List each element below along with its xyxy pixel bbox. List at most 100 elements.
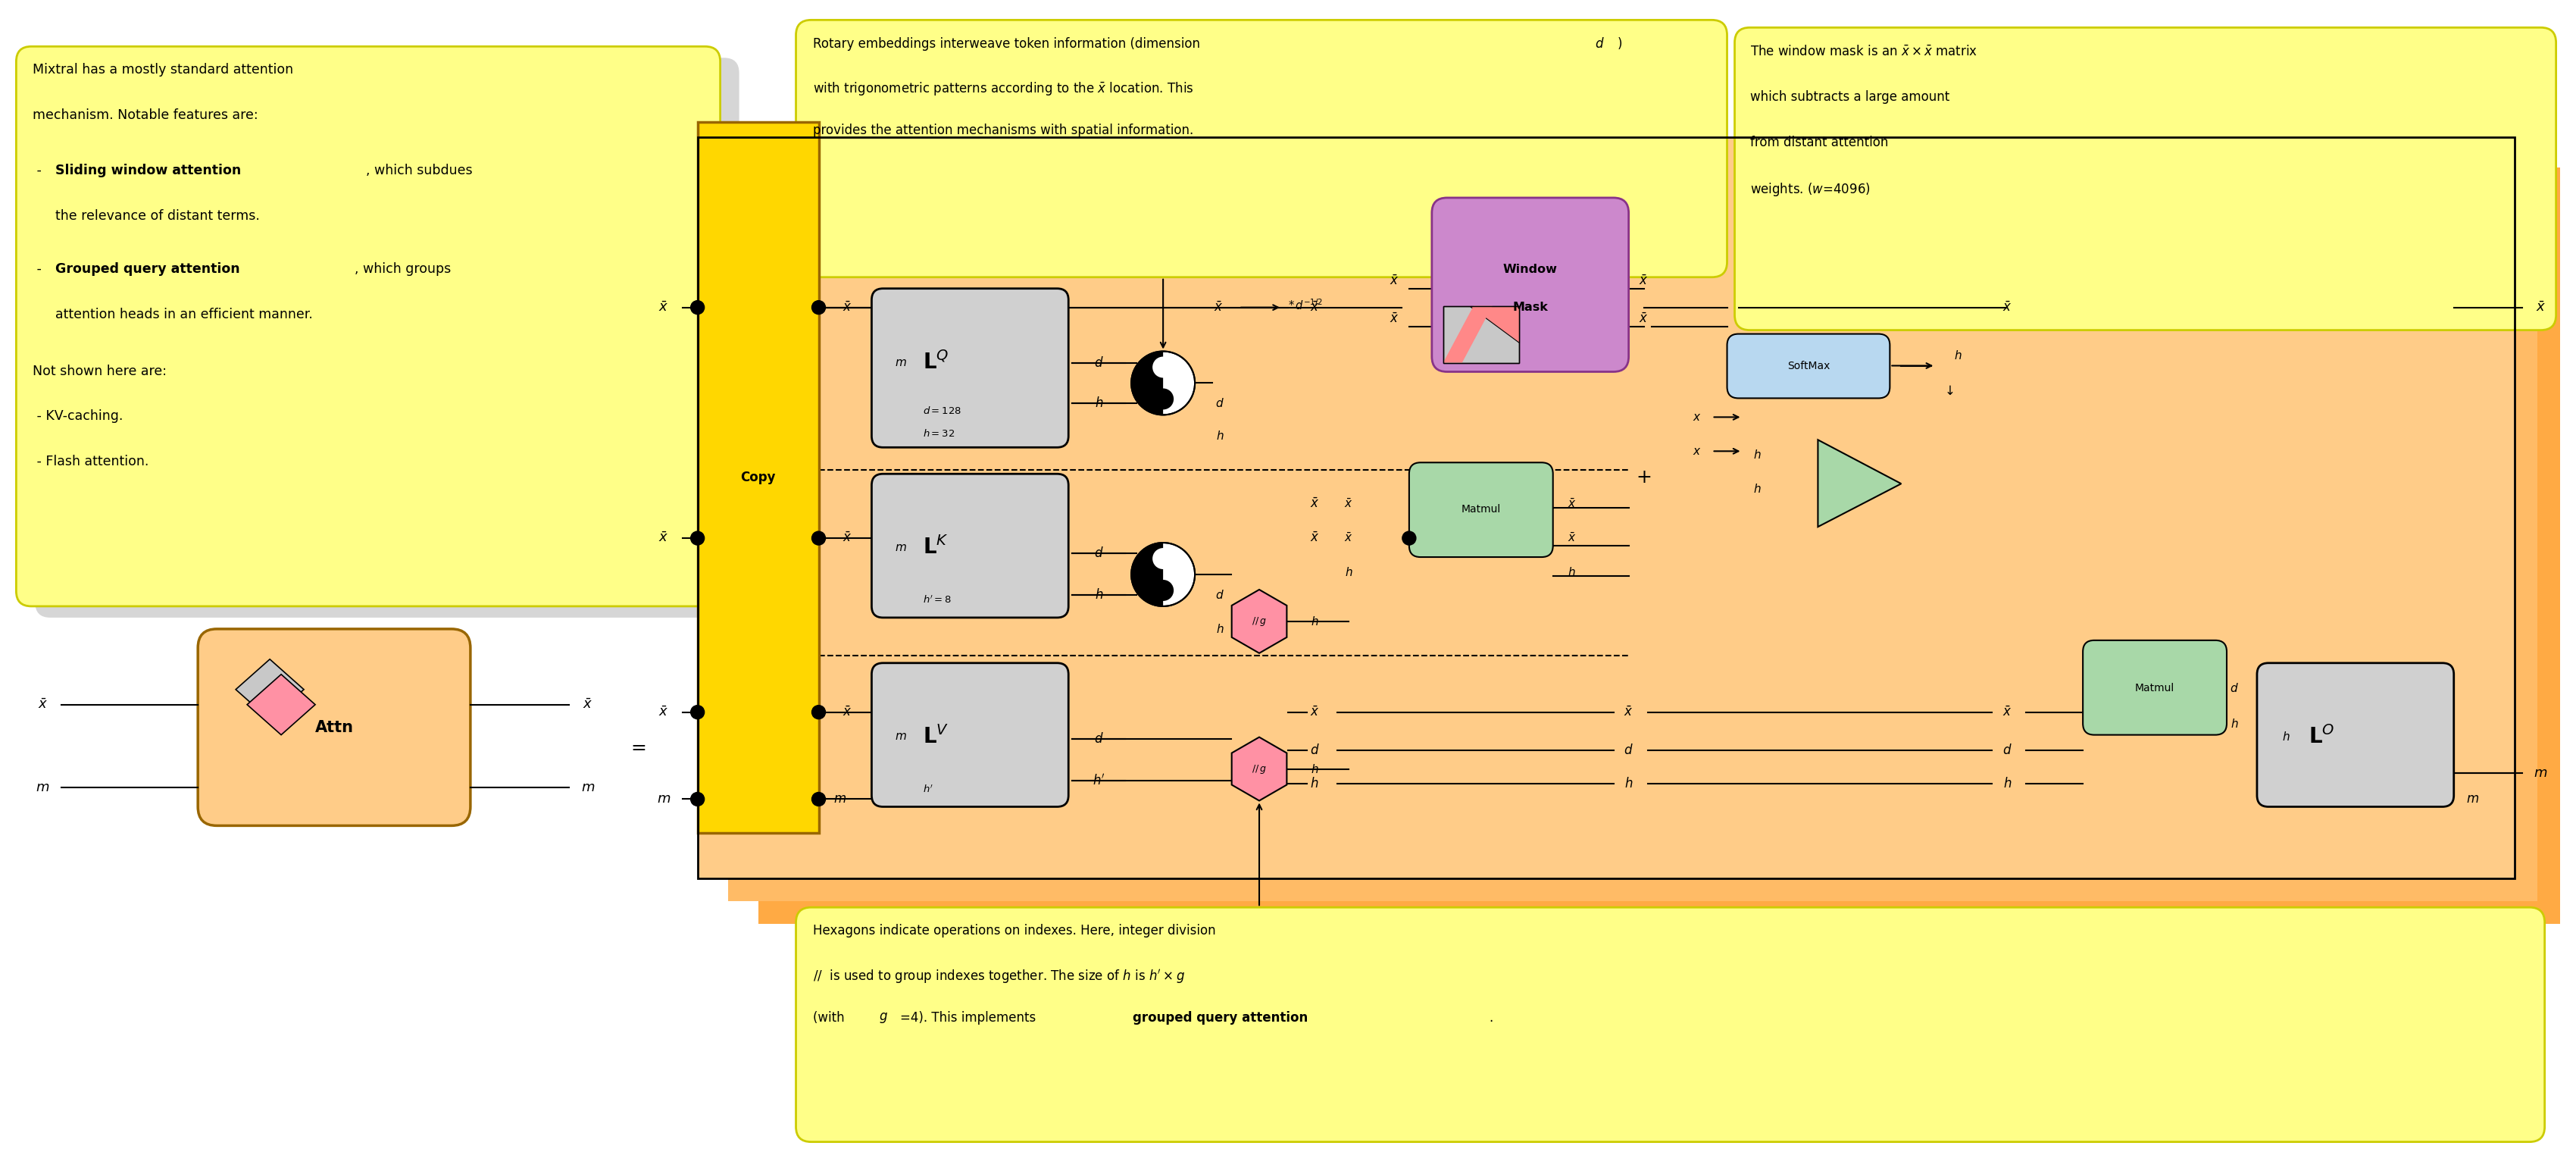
Circle shape xyxy=(811,301,824,314)
FancyBboxPatch shape xyxy=(15,46,721,606)
Text: $+$: $+$ xyxy=(1636,469,1651,487)
Text: $\bar{x}$: $\bar{x}$ xyxy=(1569,498,1577,510)
FancyBboxPatch shape xyxy=(796,20,1726,278)
Text: $h$: $h$ xyxy=(1625,778,1633,791)
Text: Mixtral has a mostly standard attention: Mixtral has a mostly standard attention xyxy=(33,63,294,77)
Circle shape xyxy=(1131,351,1195,415)
FancyBboxPatch shape xyxy=(1734,28,2555,331)
Circle shape xyxy=(690,705,703,719)
Text: $\bar{x}$: $\bar{x}$ xyxy=(39,698,49,712)
Text: $*\,d^{-1/2}$: $*\,d^{-1/2}$ xyxy=(1288,298,1321,312)
Text: -: - xyxy=(33,164,46,177)
Text: $x$: $x$ xyxy=(1692,411,1700,423)
Circle shape xyxy=(1151,579,1175,601)
Text: , which groups: , which groups xyxy=(355,262,451,275)
Text: Attn: Attn xyxy=(314,720,353,735)
Text: $h$: $h$ xyxy=(2282,730,2290,742)
Text: .: . xyxy=(1489,1011,1492,1024)
Text: grouped query attention: grouped query attention xyxy=(1133,1011,1309,1024)
Text: mechanism. Notable features are:: mechanism. Notable features are: xyxy=(33,108,258,122)
Text: $\bar{x}$: $\bar{x}$ xyxy=(1309,705,1319,719)
Text: $h$: $h$ xyxy=(1095,396,1103,410)
Text: $h$: $h$ xyxy=(1955,349,1963,362)
Polygon shape xyxy=(729,152,2537,901)
Text: $h$: $h$ xyxy=(2231,718,2239,729)
Text: Matmul: Matmul xyxy=(2136,683,2174,694)
Text: Not shown here are:: Not shown here are: xyxy=(33,364,167,378)
Text: $d$: $d$ xyxy=(1216,397,1224,410)
Text: $\bar{x}$: $\bar{x}$ xyxy=(1638,274,1649,288)
Text: $d$: $d$ xyxy=(1309,743,1319,757)
Text: - KV-caching.: - KV-caching. xyxy=(33,410,124,423)
Text: Hexagons indicate operations on indexes. Here, integer division: Hexagons indicate operations on indexes.… xyxy=(811,924,1216,938)
FancyBboxPatch shape xyxy=(1432,198,1628,372)
Text: $\mathbf{L}^O$: $\mathbf{L}^O$ xyxy=(2308,725,2334,748)
Text: $m$: $m$ xyxy=(657,793,670,806)
Text: $\bar{x}$: $\bar{x}$ xyxy=(1309,531,1319,545)
Text: $\bar{x}$: $\bar{x}$ xyxy=(1623,705,1633,719)
Polygon shape xyxy=(247,674,314,735)
Text: Mask: Mask xyxy=(1512,302,1548,313)
Text: $\bar{x}$: $\bar{x}$ xyxy=(1309,301,1319,314)
Text: from distant attention: from distant attention xyxy=(1749,136,1888,150)
Text: $=$: $=$ xyxy=(629,737,647,756)
Circle shape xyxy=(1131,543,1195,606)
Text: $\bar{x}$: $\bar{x}$ xyxy=(2535,301,2545,314)
Text: $d$: $d$ xyxy=(1216,589,1224,601)
Circle shape xyxy=(811,705,824,719)
Circle shape xyxy=(811,793,824,806)
Text: $\bar{x}$: $\bar{x}$ xyxy=(842,705,853,719)
Polygon shape xyxy=(1471,306,1520,343)
FancyBboxPatch shape xyxy=(871,664,1069,806)
Text: $\bar{x}$: $\bar{x}$ xyxy=(659,301,670,314)
Circle shape xyxy=(690,793,703,806)
Text: $m$: $m$ xyxy=(894,357,907,369)
Text: Grouped query attention: Grouped query attention xyxy=(57,262,240,275)
Text: Matmul: Matmul xyxy=(1461,505,1502,515)
Text: Copy: Copy xyxy=(739,471,775,485)
Text: $g$: $g$ xyxy=(878,1011,889,1024)
Bar xyxy=(1443,306,1520,363)
FancyBboxPatch shape xyxy=(796,908,2545,1142)
Text: $\bar{x}$: $\bar{x}$ xyxy=(1213,301,1224,314)
Bar xyxy=(1443,306,1520,363)
Text: $d$: $d$ xyxy=(1095,546,1103,560)
Text: $d$: $d$ xyxy=(2231,682,2239,694)
Text: $\text{//}$  is used to group indexes together. The size of $h$ is $h' \times g$: $\text{//}$ is used to group indexes tog… xyxy=(811,968,1185,985)
Text: Rotary embeddings interweave token information (dimension: Rotary embeddings interweave token infor… xyxy=(811,37,1203,51)
Text: $\bar{x}$: $\bar{x}$ xyxy=(1638,312,1649,326)
Text: $\bar{x}$: $\bar{x}$ xyxy=(659,705,670,719)
Polygon shape xyxy=(237,659,304,720)
Text: $x$: $x$ xyxy=(1692,446,1700,457)
Text: $h$: $h$ xyxy=(1311,615,1319,628)
Bar xyxy=(698,137,2514,879)
Text: attention heads in an efficient manner.: attention heads in an efficient manner. xyxy=(57,308,314,321)
Text: Sliding window attention: Sliding window attention xyxy=(57,164,242,177)
Text: $m$: $m$ xyxy=(580,781,595,795)
Text: Window: Window xyxy=(1502,264,1558,275)
Polygon shape xyxy=(1443,306,1492,363)
Text: $h$: $h$ xyxy=(1311,778,1319,791)
Text: $\mathbf{L}^V$: $\mathbf{L}^V$ xyxy=(922,725,948,748)
FancyBboxPatch shape xyxy=(36,58,739,617)
Text: the relevance of distant terms.: the relevance of distant terms. xyxy=(57,210,260,222)
Circle shape xyxy=(1151,357,1175,378)
Text: $\bar{x}$: $\bar{x}$ xyxy=(2002,705,2012,719)
FancyBboxPatch shape xyxy=(2257,664,2455,806)
Text: $\downarrow$: $\downarrow$ xyxy=(1942,384,1955,397)
Bar xyxy=(698,122,819,833)
Text: $m$: $m$ xyxy=(2465,793,2478,806)
Text: $h$: $h$ xyxy=(1754,483,1762,495)
Text: SoftMax: SoftMax xyxy=(1788,361,1829,371)
Text: $h$: $h$ xyxy=(1311,763,1319,775)
Wedge shape xyxy=(1131,543,1164,606)
Text: - Flash attention.: - Flash attention. xyxy=(33,455,149,469)
Text: $d$: $d$ xyxy=(1595,37,1605,51)
FancyBboxPatch shape xyxy=(1409,462,1553,558)
Text: The window mask is an $\bar{x} \times \bar{x}$ matrix: The window mask is an $\bar{x} \times \b… xyxy=(1749,45,1978,59)
Polygon shape xyxy=(698,137,2514,879)
Text: $\mathbf{L}^Q$: $\mathbf{L}^Q$ xyxy=(922,351,951,374)
Circle shape xyxy=(811,531,824,545)
Text: $h'$: $h'$ xyxy=(922,783,933,795)
Text: $\bar{x}$: $\bar{x}$ xyxy=(842,531,853,545)
